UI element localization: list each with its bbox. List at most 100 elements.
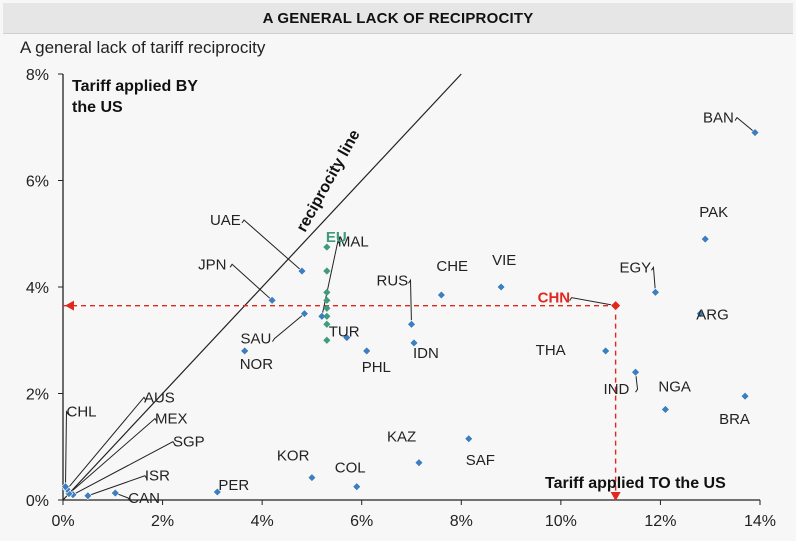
eu-point	[323, 336, 331, 344]
point-label-idn: IDN	[413, 345, 439, 362]
point-label-vie: VIE	[492, 252, 516, 269]
data-point-ind	[631, 367, 640, 377]
chart-title: A general lack of tariff reciprocity	[20, 38, 266, 57]
data-point-saf	[464, 434, 474, 444]
point-label-kaz: KAZ	[387, 429, 416, 446]
data-point-chn	[610, 300, 622, 312]
y-tick-label: 2%	[26, 387, 49, 404]
eu-point	[323, 243, 331, 251]
reciprocity-line-label: reciprocity line	[294, 127, 364, 235]
point-label-col: COL	[335, 460, 366, 477]
leader-lines	[64, 116, 756, 502]
point-label-chn: CHN	[538, 290, 571, 307]
point-label-tha: THA	[536, 342, 566, 359]
point-label-phl: PHL	[362, 359, 391, 376]
data-points	[61, 128, 760, 501]
eu-point	[323, 304, 331, 312]
eu-point	[323, 288, 331, 296]
data-point-vie	[496, 282, 506, 292]
data-point-tha	[601, 346, 611, 356]
point-label-rus: RUS	[377, 272, 409, 289]
leader-line-uae	[241, 219, 303, 272]
x-tick-label: 4%	[251, 513, 274, 530]
eu-label: EU	[326, 229, 347, 246]
data-point-bra	[740, 391, 750, 401]
leader-line-sgp	[72, 441, 176, 496]
data-point-jpn	[267, 295, 277, 305]
x-tick-label: 0%	[51, 513, 74, 530]
point-label-nga: NGA	[658, 378, 691, 395]
point-label-nor: NOR	[240, 356, 273, 373]
data-point-col	[352, 482, 362, 492]
x-tick-label: 14%	[744, 513, 776, 530]
point-label-kor: KOR	[277, 448, 310, 465]
point-label-aus: AUS	[144, 389, 175, 406]
point-label-saf: SAF	[466, 452, 495, 469]
eu-point	[323, 296, 331, 304]
data-point-kaz	[414, 458, 424, 468]
point-label-ban: BAN	[703, 110, 734, 127]
data-point-can	[110, 488, 120, 498]
x-tick-label: 2%	[151, 513, 174, 530]
data-point-mal	[317, 311, 327, 321]
y-tick-label: 6%	[26, 174, 49, 191]
y-tick-label: 4%	[26, 280, 49, 297]
chn-left-arrow	[65, 300, 74, 311]
data-point-che	[436, 290, 446, 300]
point-label-chl: CHL	[66, 404, 96, 421]
data-point-ban	[750, 128, 760, 137]
point-label-ind: IND	[604, 381, 630, 398]
point-label-pak: PAK	[699, 204, 728, 221]
x-tick-label: 8%	[450, 513, 473, 530]
point-label-che: CHE	[436, 258, 468, 275]
point-labels: BAN PAK EGY ARG CHN THA IND NGA BRA VIE CHE RUS IDN P…	[66, 110, 749, 508]
point-label-per: PER	[218, 477, 249, 494]
point-label-uae: UAE	[210, 212, 241, 229]
data-point-nga	[660, 405, 670, 414]
data-point-per	[212, 487, 222, 497]
leader-line-ban	[734, 116, 756, 133]
data-point-sau	[300, 309, 309, 319]
point-label-sau: SAU	[240, 331, 271, 348]
data-point-egy	[651, 287, 660, 297]
leader-line-chl	[64, 410, 69, 487]
leader-line-mex	[68, 417, 158, 494]
data-point-chl	[61, 482, 70, 492]
banner: A GENERAL LACK OF RECIPROCITY	[3, 3, 793, 34]
banner-title: A GENERAL LACK OF RECIPROCITY	[262, 9, 534, 27]
leader-line-sau	[272, 313, 305, 342]
data-point-arg	[695, 309, 705, 319]
data-point-kor	[307, 473, 317, 483]
leader-line-jpn	[229, 263, 273, 301]
point-label-arg: ARG	[696, 307, 729, 324]
guides-group	[62, 73, 621, 501]
x-tick-label: 10%	[545, 513, 577, 530]
data-point-nor	[240, 346, 250, 356]
point-label-mal: MAL	[338, 233, 369, 250]
eu-point	[323, 320, 331, 328]
point-label-tur: TUR	[329, 324, 360, 341]
axes-group: 0% 2% 4% 6% 8% 10% 12% 14% 0% 2% 4% 6% 8%	[26, 67, 776, 530]
leader-line-chn	[569, 297, 616, 307]
y-axis-label-line2: the US	[72, 99, 123, 116]
point-label-can: CAN	[128, 490, 160, 507]
point-label-jpn: JPN	[198, 256, 226, 273]
point-label-isr: ISR	[145, 468, 170, 485]
leader-line-can	[115, 492, 131, 502]
data-point-uae	[297, 266, 307, 276]
leader-line-rus	[408, 278, 412, 325]
leader-line-aus	[66, 396, 147, 490]
y-axis-label-line1: Tariff applied BY	[72, 78, 198, 95]
data-point-rus	[407, 319, 416, 329]
eu-point	[323, 267, 331, 275]
leader-line-isr	[87, 475, 148, 497]
data-point-pak	[700, 234, 710, 244]
x-tick-label: 12%	[644, 513, 676, 530]
eu-point	[323, 312, 331, 320]
point-label-bra: BRA	[719, 411, 750, 428]
point-label-sgp: SGP	[173, 434, 205, 451]
y-tick-label: 8%	[26, 67, 49, 84]
reciprocity-line	[62, 73, 462, 501]
